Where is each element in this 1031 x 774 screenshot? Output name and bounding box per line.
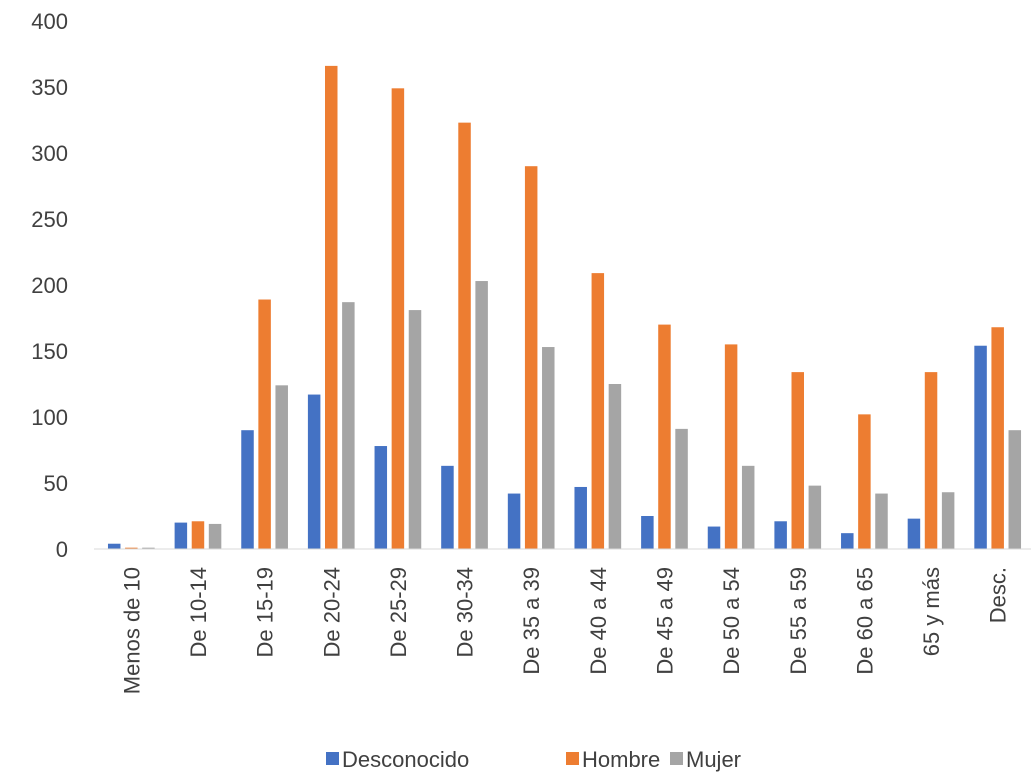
x-tick-label: De 50 a 54	[719, 567, 744, 675]
legend-item-hombre: Hombre	[566, 747, 660, 772]
bar-mujer-6	[475, 281, 488, 549]
bar-hombre-14	[991, 327, 1004, 549]
bar-desconocido-4	[307, 394, 321, 549]
y-tick-label: 200	[31, 273, 68, 298]
y-tick-label: 150	[31, 339, 68, 364]
bar-hombre-4	[325, 65, 338, 549]
bar-hombre-1	[125, 547, 138, 549]
bar-hombre-5	[391, 88, 405, 549]
bar-hombre-10	[724, 344, 738, 549]
bar-desconocido-6	[441, 465, 454, 549]
bar-mujer-8	[608, 384, 622, 549]
x-tick-label: De 30-34	[453, 567, 478, 658]
bar-mujer-10	[741, 465, 755, 549]
x-tick-label: De 25-29	[386, 567, 411, 658]
bar-mujer-9	[675, 428, 688, 549]
bar-desconocido-12	[841, 533, 854, 549]
x-tick-label: De 45 a 49	[652, 567, 677, 675]
x-tick-label: De 60 a 65	[852, 567, 877, 675]
bar-desconocido-11	[774, 521, 787, 549]
bar-hombre-3	[258, 299, 271, 549]
x-tick-label: De 55 a 59	[786, 567, 811, 675]
legend-item-desconocido: Desconocido	[326, 747, 469, 772]
bar-hombre-9	[658, 324, 671, 549]
x-axis: Menos de 10 De 10-14 De 15-19 De 20-24 De 25…	[119, 567, 1010, 694]
y-tick-label: 350	[31, 75, 68, 100]
legend-swatch	[670, 752, 683, 765]
bar-mujer-4	[342, 302, 355, 549]
y-tick-label: 50	[44, 471, 68, 496]
bar-mujer-5	[408, 310, 422, 549]
bar-desconocido-1	[107, 543, 121, 549]
legend-item-mujer: Mujer	[670, 747, 741, 772]
legend-swatch	[566, 752, 579, 765]
x-tick-label: Desc.	[986, 567, 1011, 623]
bar-desconocido-7	[507, 493, 521, 549]
y-tick-label: 400	[31, 9, 68, 34]
bar-desconocido-5	[374, 446, 388, 549]
bar-mujer-13	[941, 492, 955, 549]
bar-mujer-12	[875, 493, 888, 549]
bar-desconocido-8	[574, 486, 587, 549]
x-tick-label: De 20-24	[319, 567, 344, 658]
legend-swatch	[326, 752, 339, 765]
y-tick-label: 0	[56, 537, 68, 562]
bar-mujer-1	[142, 547, 155, 549]
x-tick-label: De 10-14	[186, 567, 211, 658]
legend-label: Desconocido	[342, 747, 469, 772]
bar-desconocido-9	[641, 516, 654, 549]
bar-hombre-7	[524, 166, 538, 549]
y-tick-label: 250	[31, 207, 68, 232]
bar-mujer-2	[208, 523, 222, 549]
y-tick-label: 100	[31, 405, 68, 430]
bar-hombre-11	[791, 372, 804, 549]
x-tick-label: 65 y más	[919, 567, 944, 656]
legend: Desconocido Hombre Mujer	[326, 747, 741, 772]
bar-mujer-11	[808, 485, 822, 549]
bar-hombre-8	[591, 273, 605, 549]
x-tick-label: De 35 a 39	[519, 567, 544, 675]
y-tick-label: 300	[31, 141, 68, 166]
bar-desconocido-2	[174, 522, 188, 549]
bar-hombre-12	[858, 414, 871, 549]
legend-label: Mujer	[686, 747, 741, 772]
x-tick-label: De 15-19	[253, 567, 278, 658]
bar-mujer-7	[542, 347, 555, 549]
x-tick-label: Menos de 10	[119, 567, 144, 694]
x-tick-label: De 40 a 44	[586, 567, 611, 675]
bar-desconocido-3	[241, 430, 254, 549]
bar-desconocido-13	[907, 518, 921, 549]
bar-hombre-2	[191, 521, 205, 549]
bar-hombre-13	[924, 372, 938, 549]
y-axis: 0 50 100 150 200 250 300 350 400	[31, 9, 68, 562]
bar-desconocido-10	[707, 526, 721, 549]
legend-label: Hombre	[582, 747, 660, 772]
bar-desconocido-14	[974, 345, 987, 549]
bar-mujer-14	[1008, 430, 1022, 549]
bar-mujer-3	[275, 385, 288, 549]
bar-hombre-6	[458, 122, 471, 549]
bars	[107, 65, 1022, 549]
